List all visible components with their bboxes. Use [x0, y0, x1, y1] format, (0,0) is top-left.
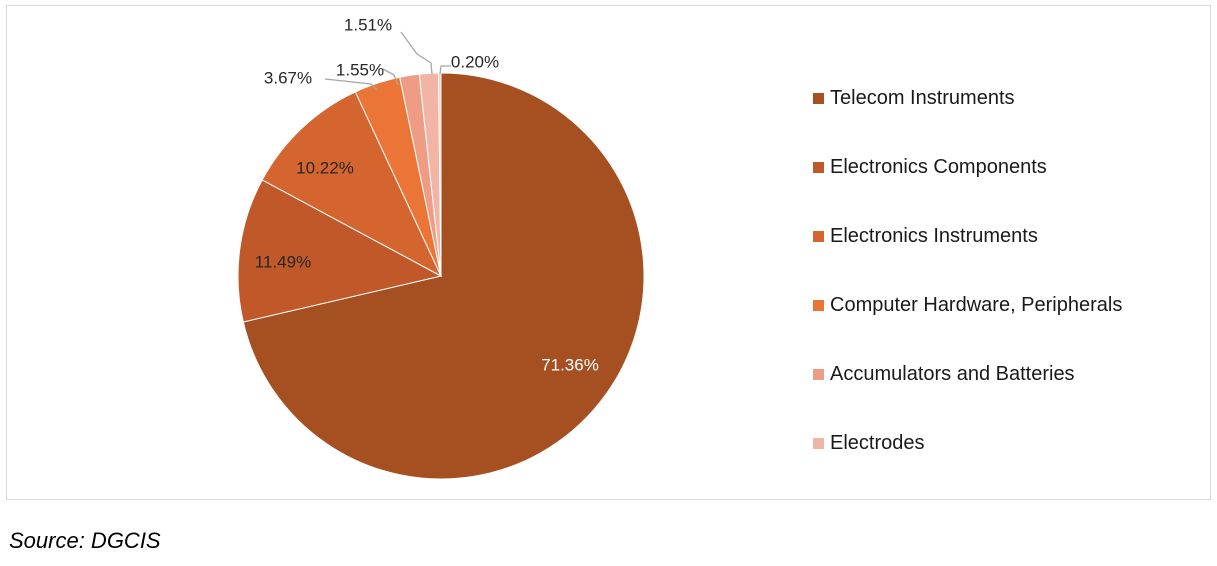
chart-area: 71.36% 11.49% 10.22% 3.67% 1.55% 1.51% 0.20% T… — [6, 5, 1211, 500]
data-label-5: 1.51% — [344, 15, 392, 34]
legend-label: Telecom Instruments — [830, 87, 1015, 109]
legend-label: Electronics Instruments — [830, 225, 1038, 247]
legend-swatch — [813, 162, 824, 173]
legend-label: Electrodes — [830, 432, 925, 454]
data-label-1: 11.49% — [255, 252, 311, 271]
legend-swatch — [813, 369, 824, 380]
legend-label: Electronics Components — [830, 156, 1047, 178]
pie-slice-2 — [261, 91, 443, 278]
legend-item: Computer Hardware, Peripherals — [813, 271, 1122, 340]
data-label-0: 71.36% — [541, 355, 599, 374]
pie-slice-0 — [242, 72, 645, 480]
legend-swatch — [813, 438, 824, 449]
legend-swatch — [813, 231, 824, 242]
legend-item: Electrodes — [813, 409, 1122, 478]
data-label-2: 10.22% — [296, 158, 354, 177]
leader-line-6 — [439, 65, 451, 75]
legend-item: Telecom Instruments — [813, 64, 1122, 133]
leader-line-4 — [382, 68, 399, 86]
data-label-3: 3.67% — [264, 68, 312, 87]
legend-swatch — [813, 300, 824, 311]
leader-line-5 — [400, 31, 433, 75]
legend: Telecom Instruments Electronics Component… — [813, 64, 1122, 478]
legend-item: Electronics Instruments — [813, 202, 1122, 271]
legend-swatch — [813, 93, 824, 104]
legend-item: Electronics Components — [813, 133, 1122, 202]
legend-label: Accumulators and Batteries — [830, 363, 1075, 385]
pie-slice-1 — [237, 179, 443, 323]
leader-line-3 — [324, 78, 378, 91]
source-note: Source: DGCIS — [9, 528, 161, 553]
data-label-6: 0.20% — [451, 52, 499, 71]
legend-item: Accumulators and Batteries — [813, 340, 1122, 409]
pie-chart: 71.36% 11.49% 10.22% 3.67% 1.55% 1.51% 0.20% — [237, 15, 645, 480]
data-label-4: 1.55% — [336, 60, 384, 79]
legend-label: Computer Hardware, Peripherals — [830, 294, 1123, 316]
